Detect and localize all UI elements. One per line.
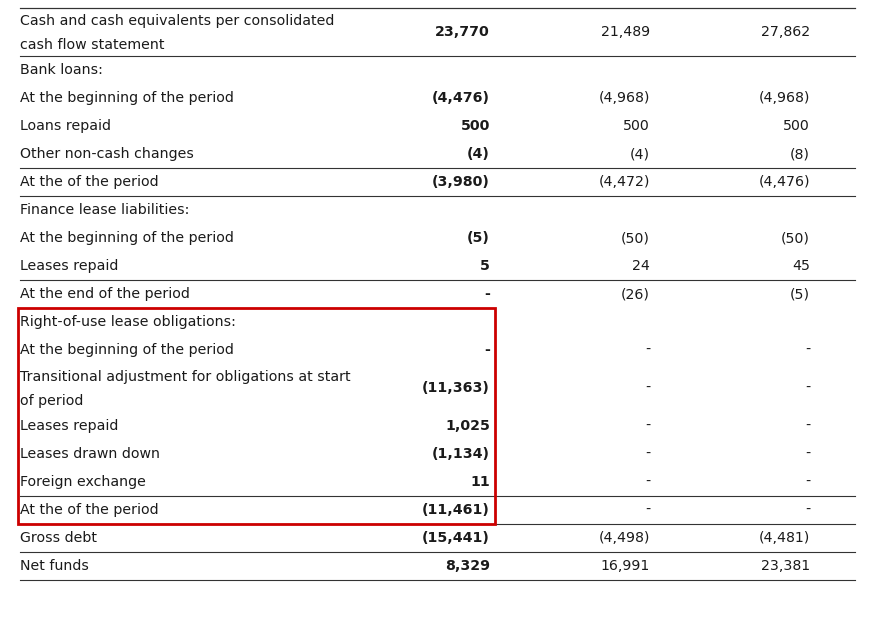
Text: Loans repaid: Loans repaid [20,119,111,133]
Text: (26): (26) [621,287,650,301]
Text: 500: 500 [460,119,490,133]
Text: Leases drawn down: Leases drawn down [20,447,160,461]
Text: (11,461): (11,461) [422,503,490,517]
Text: -: - [805,503,810,517]
Text: -: - [645,475,650,489]
Text: (1,134): (1,134) [432,447,490,461]
Text: (4,476): (4,476) [759,175,810,189]
Text: At the of the period: At the of the period [20,175,158,189]
Text: 5: 5 [480,259,490,273]
Bar [18,308,495,524]
Text: 45: 45 [792,259,810,273]
Text: 21,489: 21,489 [601,25,650,39]
Text: (4): (4) [467,147,490,161]
Text: Transitional adjustment for obligations at start: Transitional adjustment for obligations … [20,370,351,384]
Text: Leases repaid: Leases repaid [20,419,118,433]
Text: of period: of period [20,394,83,408]
Text: (8): (8) [790,147,810,161]
Text: At the end of the period: At the end of the period [20,287,190,301]
Text: (4,968): (4,968) [759,91,810,105]
Text: -: - [484,287,490,301]
Text: At the beginning of the period: At the beginning of the period [20,343,234,357]
Text: -: - [805,343,810,357]
Text: (4,498): (4,498) [598,531,650,545]
Text: (3,980): (3,980) [432,175,490,189]
Text: At the of the period: At the of the period [20,503,158,517]
Text: (15,441): (15,441) [422,531,490,545]
Text: (4,476): (4,476) [432,91,490,105]
Text: (4,472): (4,472) [598,175,650,189]
Text: Right-of-use lease obligations:: Right-of-use lease obligations: [20,315,236,329]
Text: 24: 24 [632,259,650,273]
Text: -: - [645,343,650,357]
Text: -: - [805,419,810,433]
Text: (4,481): (4,481) [759,531,810,545]
Text: 23,770: 23,770 [435,25,490,39]
Text: Gross debt: Gross debt [20,531,97,545]
Text: Bank loans:: Bank loans: [20,63,103,77]
Text: -: - [484,343,490,357]
Text: Net funds: Net funds [20,559,89,573]
Text: (5): (5) [467,231,490,245]
Text: (50): (50) [781,231,810,245]
Text: Foreign exchange: Foreign exchange [20,475,146,489]
Text: -: - [805,447,810,461]
Text: 27,862: 27,862 [761,25,810,39]
Text: Finance lease liabilities:: Finance lease liabilities: [20,203,189,217]
Text: 23,381: 23,381 [761,559,810,573]
Text: 500: 500 [783,119,810,133]
Text: Leases repaid: Leases repaid [20,259,118,273]
Text: 1,025: 1,025 [445,419,490,433]
Text: Other non-cash changes: Other non-cash changes [20,147,194,161]
Text: -: - [645,447,650,461]
Text: 11: 11 [470,475,490,489]
Text: cash flow statement: cash flow statement [20,38,164,52]
Text: (50): (50) [621,231,650,245]
Text: At the beginning of the period: At the beginning of the period [20,91,234,105]
Text: -: - [645,503,650,517]
Text: (4): (4) [630,147,650,161]
Text: (5): (5) [790,287,810,301]
Text: -: - [645,381,650,395]
Text: -: - [645,419,650,433]
Text: 8,329: 8,329 [445,559,490,573]
Text: 500: 500 [623,119,650,133]
Text: (4,968): (4,968) [598,91,650,105]
Text: 16,991: 16,991 [601,559,650,573]
Text: At the beginning of the period: At the beginning of the period [20,231,234,245]
Text: -: - [805,475,810,489]
Text: (11,363): (11,363) [422,381,490,395]
Text: Cash and cash equivalents per consolidated: Cash and cash equivalents per consolidat… [20,14,334,28]
Text: -: - [805,381,810,395]
